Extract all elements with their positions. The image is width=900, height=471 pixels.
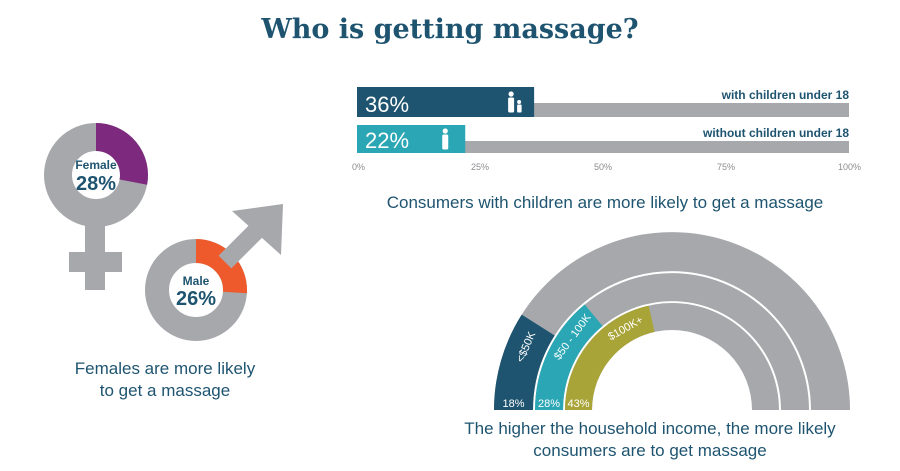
income-ring-2: [565, 305, 655, 411]
female-symbol-icon: [44, 123, 148, 290]
income-value-label: 43%: [567, 398, 589, 410]
male-label: Male: [183, 274, 210, 288]
bar-with-children: [357, 87, 535, 117]
person-icon: [442, 128, 449, 150]
parent-child-icon: [508, 91, 522, 113]
gender-caption-line-1: Females are more likely: [74, 359, 256, 378]
donut-slice-male: [195, 239, 247, 294]
income-ring-0: [494, 314, 555, 411]
x-tick-label: 0%: [352, 162, 365, 172]
income-chart-caption: The higher the household income, the mor…: [430, 418, 870, 462]
male-value: 26%: [176, 288, 216, 310]
income-ring-1: [535, 304, 603, 411]
income-value-label: 18%: [502, 398, 524, 410]
bar-track: [357, 141, 849, 153]
male-symbol-icon: [145, 204, 283, 341]
children-chart-caption: Consumers with children are more likely …: [386, 193, 824, 212]
page-title: Who is getting massage?: [261, 14, 639, 45]
x-tick-label: 100%: [838, 162, 861, 172]
income-value-label: 28%: [538, 398, 560, 410]
gender-caption-line-2: to get a massage: [99, 381, 231, 400]
donut-slice-female: [95, 123, 148, 185]
income-baseline-mask: [480, 410, 860, 418]
x-tick-label: 75%: [717, 162, 735, 172]
bar-value-label: 36%: [365, 92, 409, 117]
x-tick-label: 25%: [471, 162, 489, 172]
bar-category-label: with children under 18: [721, 88, 850, 102]
female-value: 28%: [76, 173, 116, 195]
bar-category-label: without children under 18: [702, 126, 849, 140]
female-label: Female: [75, 158, 117, 172]
bar-value-label: 22%: [365, 128, 409, 153]
income-caption-line-1: The higher the household income, the mor…: [464, 419, 836, 438]
x-tick-label: 50%: [594, 162, 612, 172]
income-caption-line-2: consumers are to get massage: [533, 441, 767, 460]
gender-chart-caption: Females are more likely to get a massage: [40, 358, 290, 402]
